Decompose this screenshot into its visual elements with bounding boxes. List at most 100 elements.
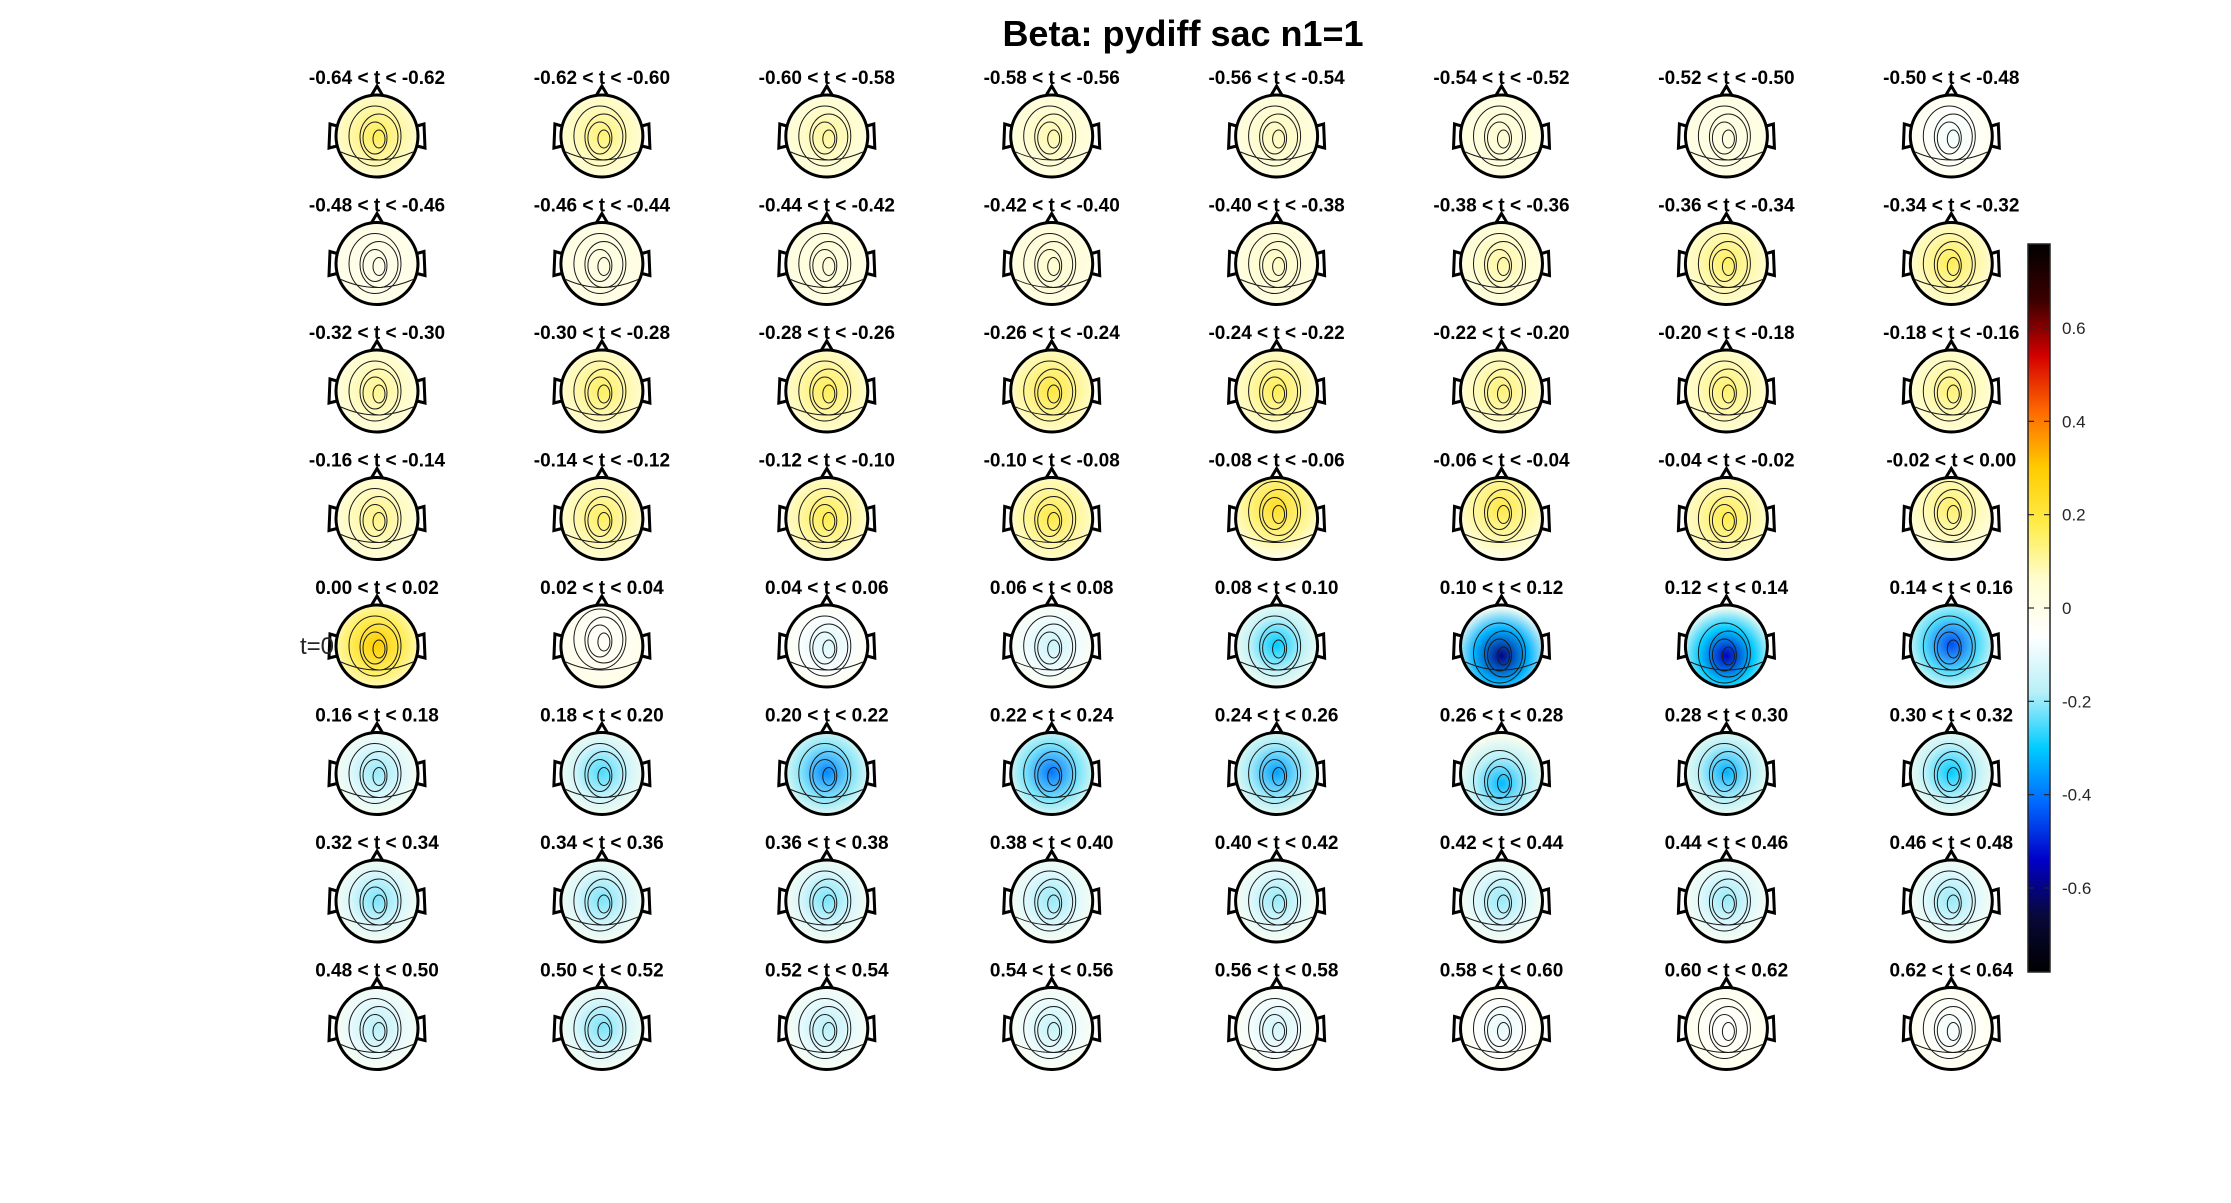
contour-lines: [1465, 481, 1538, 543]
panel-label: -0.06 < t < -0.04: [1433, 451, 1570, 472]
right-ear: [1765, 632, 1776, 660]
panel-label: -0.56 < t < -0.54: [1208, 68, 1345, 89]
panel-label: -0.50 < t < -0.48: [1883, 68, 2019, 89]
right-ear: [1316, 122, 1327, 150]
contour-lines: [1240, 233, 1313, 294]
head-map: [1908, 476, 1994, 561]
left-ear: [1676, 122, 1687, 150]
left-ear: [1227, 759, 1238, 788]
right-ear: [1091, 504, 1102, 533]
left-ear: [552, 887, 563, 915]
left-ear: [1901, 249, 1912, 278]
contour-lines: [1015, 870, 1088, 932]
topoplot-panel: 0.44 < t < 0.46: [1665, 833, 1788, 944]
topoplot-panel: 0.46 < t < 0.48: [1890, 833, 2014, 944]
topoplot-panel: -0.04 < t < -0.02: [1658, 451, 1795, 561]
left-ear: [1676, 887, 1687, 915]
nose: [819, 975, 835, 990]
head-map: [334, 986, 420, 1071]
topoplot-panel: -0.02 < t < 0.00: [1886, 451, 2016, 561]
panel-label: 0.20 < t < 0.22: [765, 706, 889, 727]
topoplot-panel: 0.54 < t < 0.56: [990, 961, 1113, 1071]
topoplot-panel: 0.36 < t < 0.38: [765, 833, 889, 944]
topoplot-panel: -0.12 < t < -0.10: [759, 451, 895, 561]
left-ear: [1676, 1014, 1687, 1043]
left-ear: [327, 122, 338, 150]
nose: [1944, 848, 1959, 862]
panel-label: 0.24 < t < 0.26: [1215, 706, 1339, 727]
contour-lines: [790, 488, 864, 549]
nose: [1944, 720, 1959, 735]
right-ear: [1990, 249, 2001, 278]
right-ear: [641, 1014, 652, 1043]
left-ear: [1901, 632, 1912, 660]
right-ear: [1765, 377, 1776, 405]
nose: [1719, 593, 1734, 607]
contour-lines: [1240, 998, 1313, 1059]
left-ear: [327, 249, 338, 278]
right-ear: [641, 759, 652, 788]
head-map: [1908, 348, 1994, 434]
contour-lines: [340, 105, 414, 167]
head-map: [1234, 348, 1320, 434]
head-map: [1009, 476, 1095, 561]
topoplot-panel: -0.46 < t < -0.44: [534, 196, 670, 306]
nose: [1044, 975, 1059, 990]
head-map: [1459, 731, 1544, 816]
contour-lines: [1915, 233, 1988, 294]
contour-lines: [1915, 998, 1988, 1059]
topoplot-panel: -0.44 < t < -0.42: [759, 196, 895, 306]
topoplot-panel: -0.62 < t < -0.60: [534, 68, 670, 179]
panel-label: 0.06 < t < 0.08: [990, 578, 1114, 599]
nose: [369, 83, 385, 97]
head-map: [784, 348, 870, 434]
nose: [594, 210, 610, 225]
head-map: [1009, 986, 1095, 1071]
head-map: [1459, 603, 1544, 689]
panel-label: -0.04 < t < -0.02: [1658, 451, 1794, 472]
nose: [1044, 83, 1059, 97]
right-ear: [416, 1014, 427, 1043]
right-ear: [1765, 249, 1776, 278]
panel-label: 0.32 < t < 0.34: [315, 833, 439, 854]
nose: [1719, 465, 1734, 480]
head-map: [559, 603, 645, 689]
contour-lines: [790, 105, 864, 167]
topoplot-panel: -0.36 < t < -0.34: [1658, 196, 1795, 306]
topoplot-panel: 0.30 < t < 0.32: [1890, 706, 2013, 816]
right-ear: [1990, 377, 2001, 405]
panel-label: -0.54 < t < -0.52: [1433, 68, 1569, 89]
topoplot-panel: 0.00 < t < 0.02 t=0: [300, 578, 439, 689]
left-ear: [1451, 377, 1462, 405]
contour-lines: [1915, 615, 1988, 677]
panel-label: -0.10 < t < -0.08: [984, 451, 1120, 472]
nose: [819, 465, 835, 480]
panel-label: -0.34 < t < -0.32: [1883, 196, 2019, 217]
topoplot-panel: 0.02 < t < 0.04: [540, 578, 664, 689]
topoplot-panel: 0.18 < t < 0.20: [540, 706, 664, 816]
head-map: [1908, 986, 1994, 1071]
contour-lines: [1015, 488, 1088, 549]
contour-lines: [1690, 870, 1763, 932]
panel-label: -0.22 < t < -0.20: [1433, 323, 1569, 344]
nose: [819, 593, 835, 607]
panel-label: 0.46 < t < 0.48: [1890, 833, 2014, 854]
right-ear: [1091, 632, 1102, 660]
head-map: [559, 476, 645, 561]
head-map: [1908, 221, 1994, 306]
right-ear: [641, 887, 652, 915]
panel-label: -0.60 < t < -0.58: [759, 68, 895, 89]
panel-label: 0.08 < t < 0.10: [1215, 578, 1339, 599]
panel-label: 0.22 < t < 0.24: [990, 706, 1114, 727]
right-ear: [1990, 632, 2001, 660]
head-map: [1459, 221, 1544, 306]
left-ear: [777, 632, 788, 660]
panel-label: 0.28 < t < 0.30: [1665, 706, 1789, 727]
left-ear: [1002, 759, 1013, 788]
contour-lines: [790, 743, 864, 804]
contour-lines: [340, 743, 414, 804]
panel-label: -0.64 < t < -0.62: [309, 68, 445, 89]
head-map: [784, 986, 870, 1071]
contour-lines: [1240, 870, 1313, 932]
topoplot-panel: 0.06 < t < 0.08: [990, 578, 1114, 689]
